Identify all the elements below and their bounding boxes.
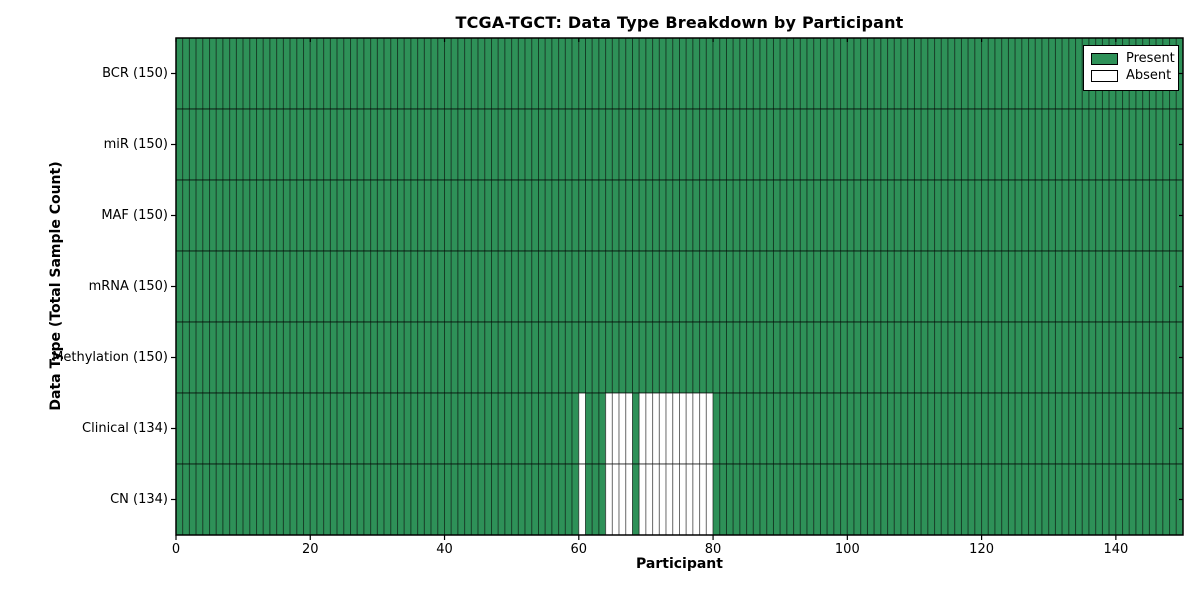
x-tick-label: 120 [969, 542, 994, 557]
legend-item-present: Present [1091, 52, 1175, 66]
y-tick-label: mRNA (150) [88, 278, 168, 294]
y-tick-label: MAF (150) [101, 207, 168, 223]
y-tick-label: Clinical (134) [82, 420, 168, 436]
x-tick-label: 100 [834, 542, 860, 557]
legend-label-absent: Absent [1126, 68, 1172, 83]
y-tick-label: Methylation (150) [52, 349, 168, 365]
x-tick-label: 0 [171, 542, 181, 557]
x-tick-label: 80 [704, 542, 722, 557]
x-tick-label: 60 [570, 542, 588, 557]
legend-item-absent: Absent [1091, 69, 1171, 83]
x-tick-label: 20 [301, 542, 319, 557]
x-tick-label: 40 [436, 542, 453, 557]
legend-label-present: Present [1126, 51, 1175, 66]
present-swatch-icon [1091, 53, 1118, 65]
legend: Present Absent [1083, 45, 1179, 91]
y-tick-label: BCR (150) [102, 65, 168, 81]
absent-swatch-icon [1091, 70, 1118, 82]
x-tick-label: 140 [1103, 542, 1129, 557]
y-tick-label: miR (150) [103, 136, 168, 152]
y-tick-label: CN (134) [110, 491, 168, 507]
x-axis-label: Participant [636, 556, 723, 572]
y-axis-label: Data Type (Total Sample Count) [48, 161, 64, 411]
chart-title: TCGA-TGCT: Data Type Breakdown by Partic… [455, 13, 904, 32]
